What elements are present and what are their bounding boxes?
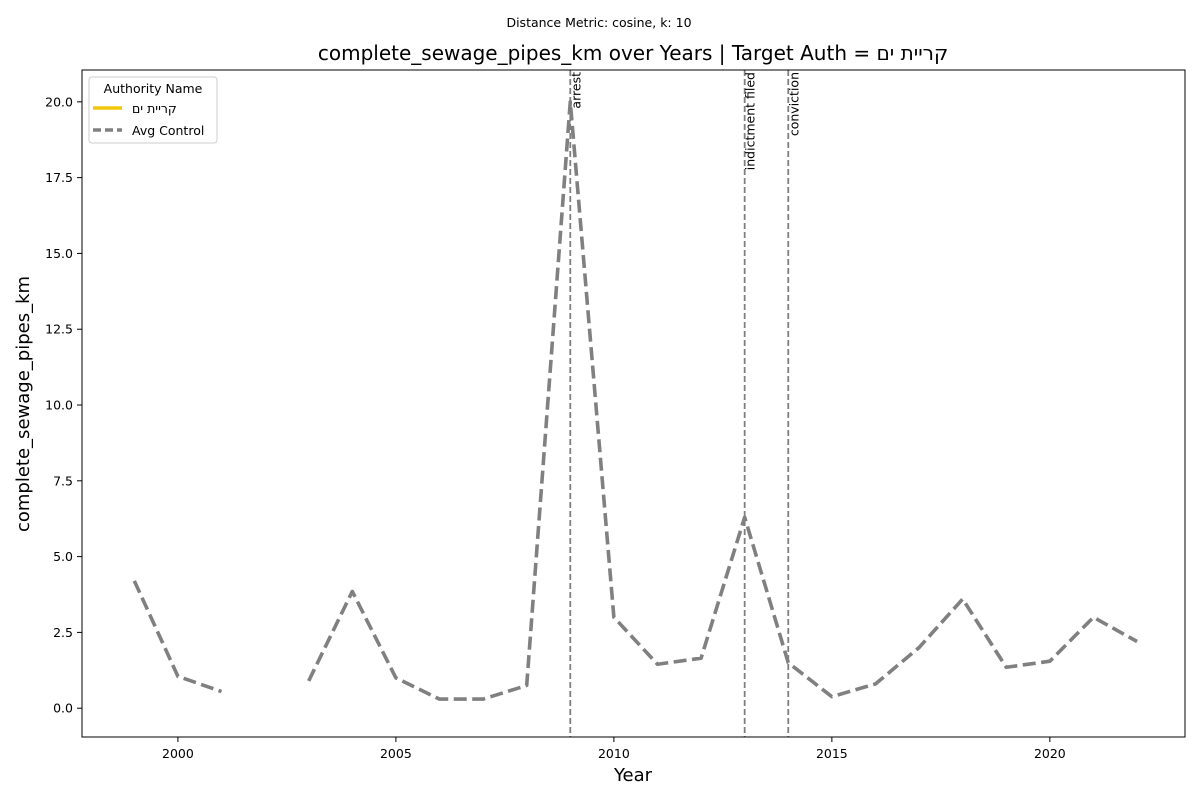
legend-label-avg-control: Avg Control (132, 123, 204, 138)
y-tick-label: 15.0 (45, 246, 73, 261)
x-tick-label: 2005 (380, 746, 412, 761)
event-label: conviction (786, 72, 801, 136)
event-label: indictment filed (743, 72, 758, 170)
x-axis-title: Year (613, 765, 653, 786)
y-tick-label: 17.5 (45, 170, 73, 185)
chart-suptitle: Distance Metric: cosine, k: 10 (506, 15, 691, 30)
axes-frame (81, 69, 1186, 738)
legend-title: Authority Name (104, 81, 203, 96)
y-tick-label: 5.0 (53, 549, 73, 564)
chart-title: complete_sewage_pipes_km over Years | Ta… (318, 41, 948, 65)
x-tick-label: 2000 (162, 746, 194, 761)
plot-area: arrest indictment filed conviction (132, 70, 1138, 737)
y-axis: 0.0 2.5 5.0 7.5 10.0 12.5 15.0 17.5 20.0 (45, 94, 82, 716)
legend-box (88, 76, 218, 144)
y-tick-label: 12.5 (45, 322, 73, 337)
y-tick-label: 10.0 (45, 398, 73, 413)
y-axis-title: complete_sewage_pipes_km (13, 276, 34, 532)
x-tick-label: 2010 (598, 746, 630, 761)
x-tick-label: 2015 (816, 746, 848, 761)
y-tick-label: 0.0 (53, 701, 73, 716)
y-tick-label: 20.0 (45, 94, 73, 109)
event-label: arrest (568, 72, 583, 109)
series-line-avg-control (307, 100, 1138, 701)
x-tick-label: 2020 (1034, 746, 1066, 761)
legend: Authority Name קריית ים Avg Control (88, 76, 218, 144)
series-line-avg-control (132, 580, 223, 694)
x-axis: 2000 2005 2010 2015 2020 (162, 737, 1066, 761)
legend-label-target: קריית ים (132, 101, 177, 116)
y-tick-label: 2.5 (53, 625, 73, 640)
y-tick-label: 7.5 (53, 473, 73, 488)
